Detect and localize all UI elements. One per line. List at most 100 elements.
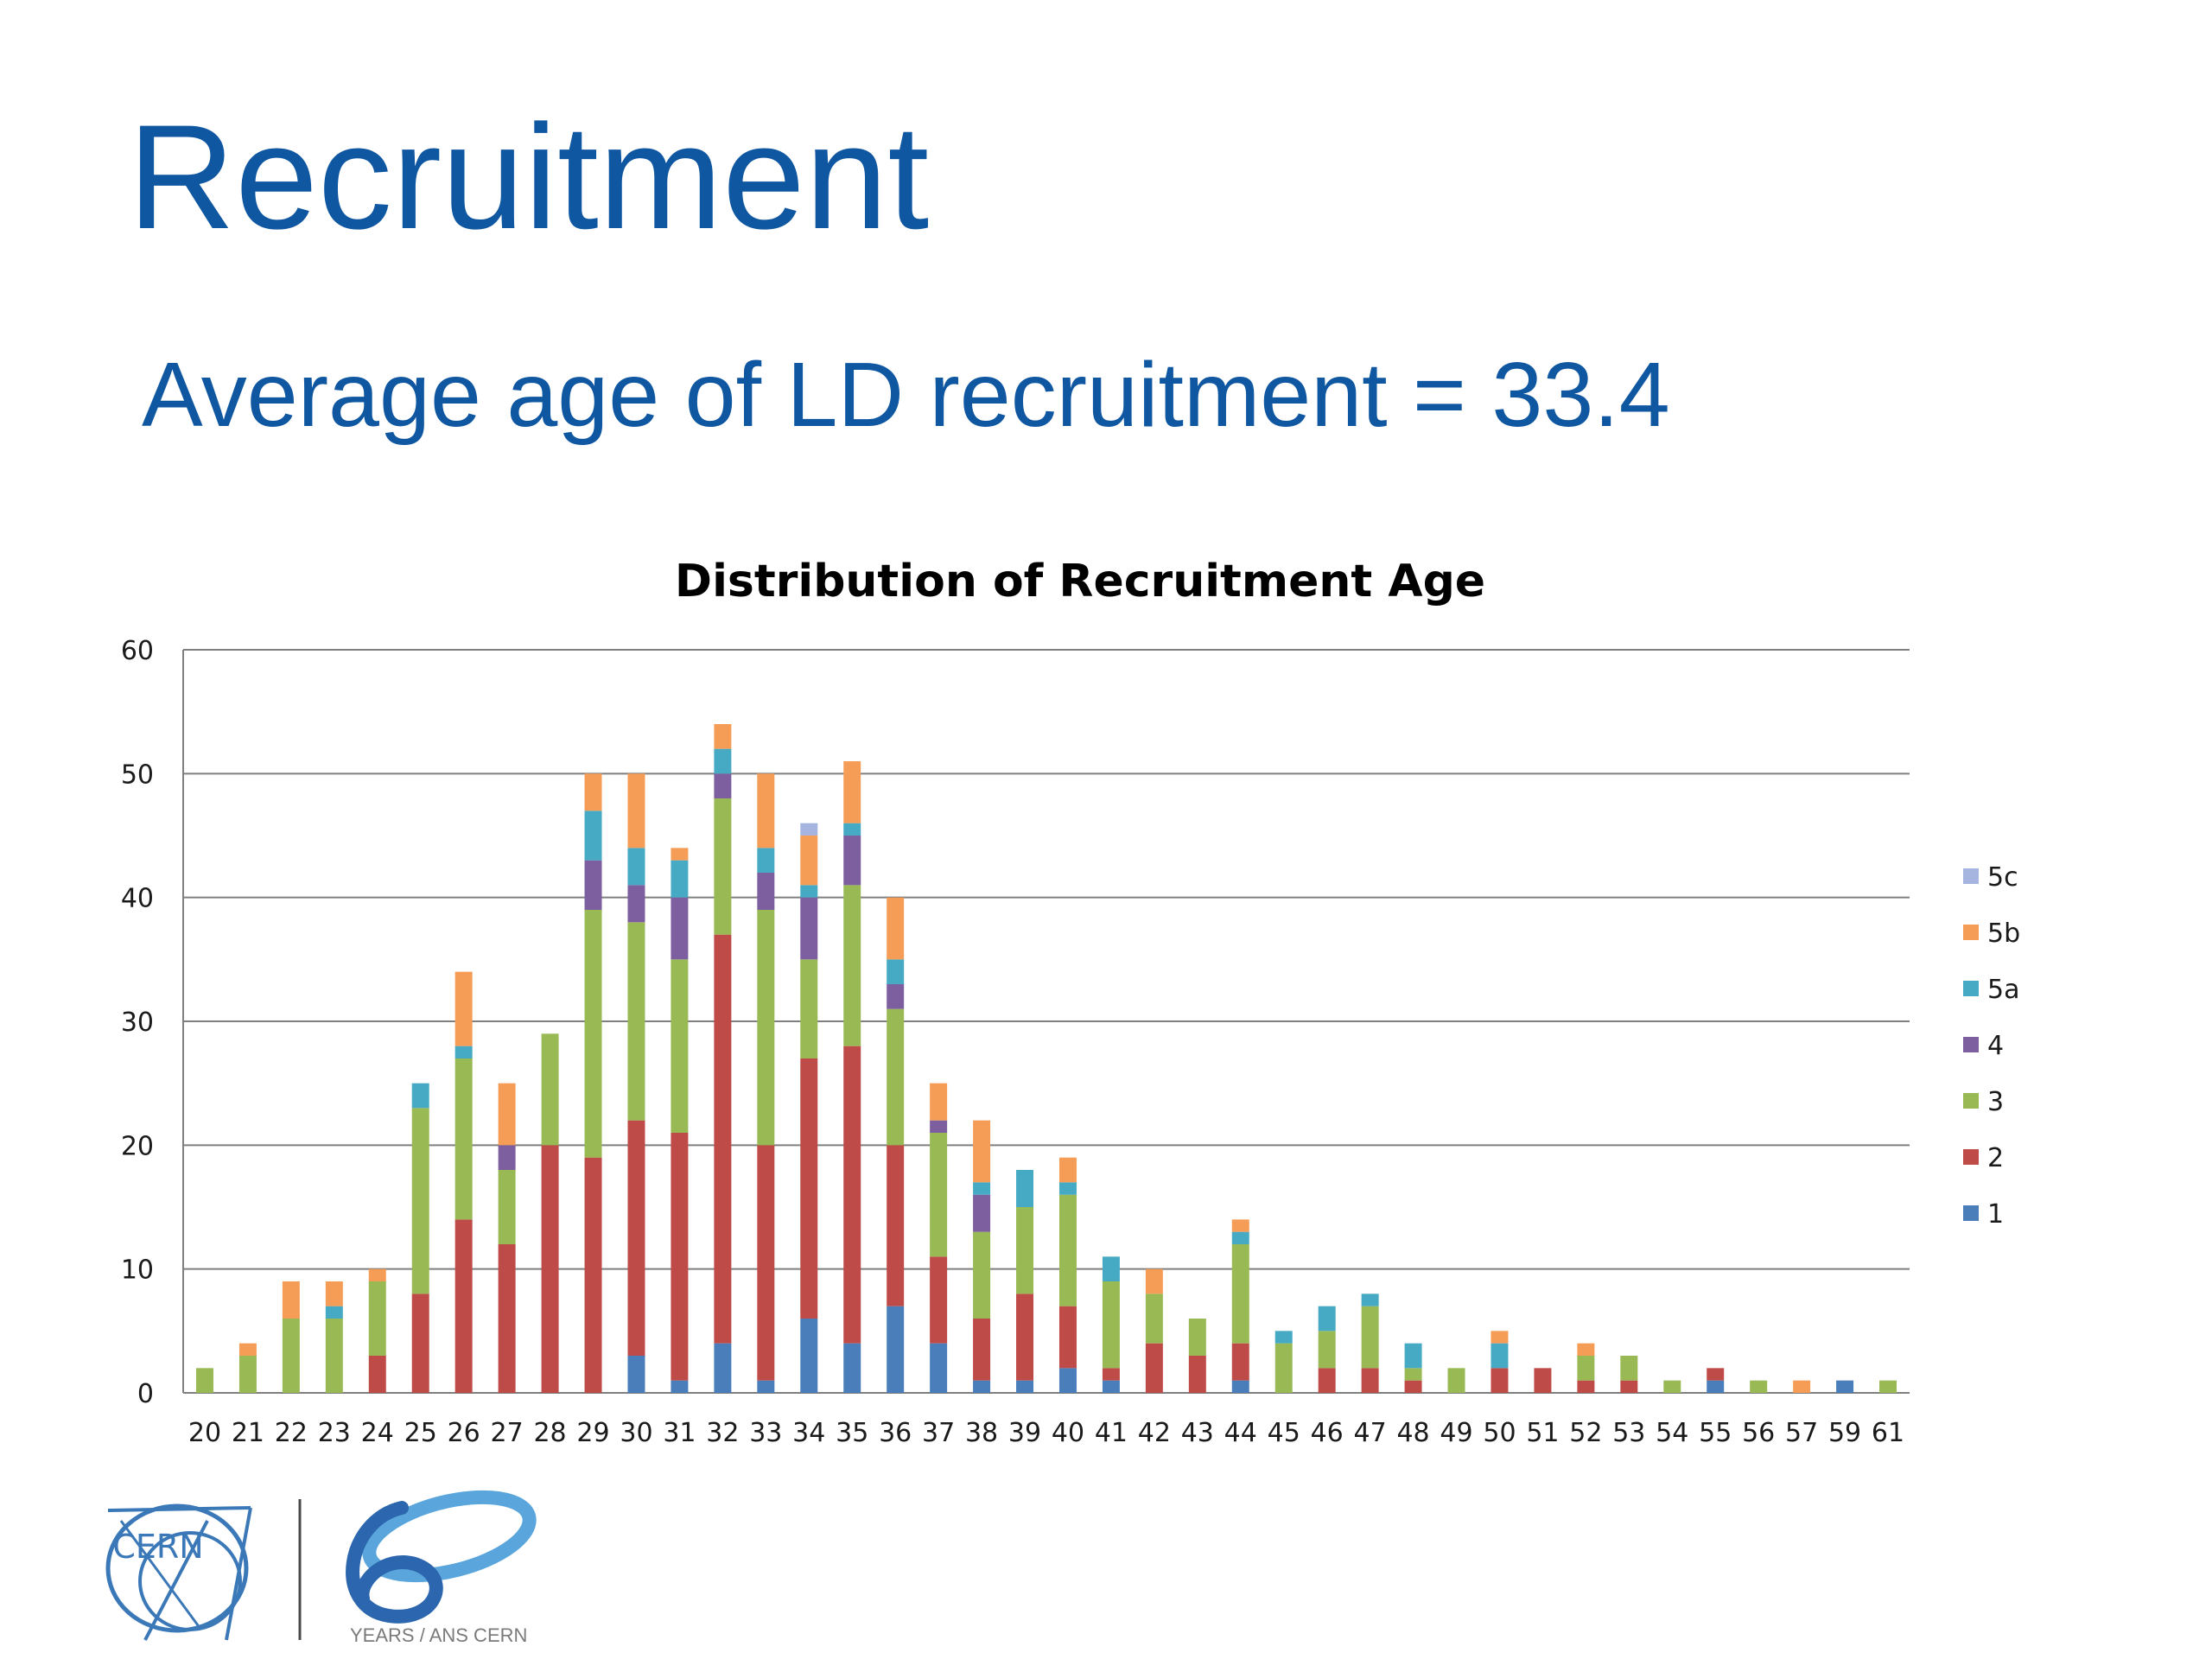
- x-tick-label: 34: [792, 1418, 825, 1448]
- bar-segment-3-age-28: [541, 1033, 559, 1146]
- x-tick-label: 56: [1742, 1418, 1775, 1448]
- bar-segment-1-age-35: [843, 1343, 861, 1393]
- bar-segment-3-age-25: [411, 1108, 429, 1294]
- bar-segment-1-age-39: [1016, 1380, 1034, 1393]
- bar-segment-3-age-36: [887, 1008, 905, 1146]
- x-tick-label: 20: [188, 1418, 221, 1448]
- bar-segment-2-age-44: [1231, 1343, 1249, 1381]
- bar-segment-5a-age-29: [584, 810, 602, 861]
- x-tick-label: 30: [620, 1418, 652, 1448]
- bar-segment-2-age-42: [1145, 1343, 1163, 1393]
- bar-segment-2-age-39: [1016, 1294, 1034, 1381]
- bar-segment-4-age-35: [843, 836, 861, 886]
- x-axis-ticks: 20 21 22 23 24 25 26 27 28 29 30 31 32 33 34 35 36 37 38 39…: [188, 1418, 1904, 1448]
- x-tick-label: 21: [232, 1418, 264, 1448]
- bar-segment-1-age-36: [887, 1306, 905, 1393]
- bar-segment-1-age-55: [1707, 1380, 1725, 1393]
- bar-segment-2-age-26: [454, 1219, 473, 1393]
- bar-segment-5a-age-36: [887, 959, 905, 984]
- x-tick-label: 37: [922, 1418, 955, 1448]
- x-tick-label: 45: [1268, 1418, 1300, 1448]
- bar-segment-2-age-31: [671, 1133, 689, 1381]
- x-tick-label: 36: [879, 1418, 912, 1448]
- y-tick-label: 40: [121, 884, 154, 914]
- legend-swatch-1: [1963, 1205, 1979, 1221]
- bar-segment-3-age-40: [1058, 1194, 1077, 1306]
- bar-segment-2-age-38: [973, 1319, 991, 1381]
- bar-segment-3-age-33: [757, 910, 775, 1146]
- bar-segment-3-age-61: [1879, 1380, 1897, 1393]
- x-tick-label: 55: [1699, 1418, 1732, 1448]
- x-tick-label: 47: [1354, 1418, 1387, 1448]
- bar-segment-3-age-47: [1361, 1306, 1379, 1369]
- bar-segment-5b-age-34: [800, 836, 818, 886]
- legend-swatch-5c: [1963, 868, 1979, 884]
- bar-segment-2-age-32: [714, 934, 732, 1344]
- bar-segment-5b-age-31: [671, 848, 689, 861]
- bar-segment-5a-age-40: [1058, 1182, 1077, 1195]
- bar-segment-3-age-21: [238, 1356, 257, 1393]
- bar-segment-5b-age-32: [714, 724, 732, 749]
- legend-label-3: 3: [1987, 1087, 2004, 1117]
- bar-segment-1-age-37: [930, 1343, 948, 1393]
- bar-segment-1-age-44: [1231, 1380, 1249, 1393]
- bar-segment-1-age-59: [1836, 1380, 1854, 1393]
- bar-segment-5a-age-39: [1016, 1170, 1034, 1207]
- bar-segment-5b-age-23: [325, 1281, 343, 1306]
- legend-swatch-2: [1963, 1149, 1979, 1165]
- bar-segment-5b-age-36: [887, 897, 905, 960]
- bar-segment-5b-age-35: [843, 761, 861, 823]
- bar-segment-3-age-41: [1102, 1281, 1120, 1369]
- bar-segment-5a-age-32: [714, 748, 732, 774]
- legend-label-1: 1: [1987, 1199, 2004, 1230]
- bar-segment-5c-age-34: [800, 823, 818, 836]
- bar-segment-2-age-40: [1058, 1306, 1077, 1369]
- x-tick-label: 25: [404, 1418, 437, 1448]
- bar-segment-4-age-32: [714, 773, 732, 798]
- bar-segment-2-age-30: [627, 1120, 645, 1356]
- bar-segment-5a-age-41: [1102, 1256, 1120, 1281]
- bar-segment-1-age-32: [714, 1343, 732, 1393]
- bar-segment-2-age-41: [1102, 1368, 1120, 1381]
- bar-segment-3-age-37: [930, 1133, 948, 1257]
- bar-segment-2-age-51: [1534, 1368, 1552, 1393]
- y-tick-label: 60: [121, 636, 154, 666]
- x-tick-label: 33: [749, 1418, 782, 1448]
- bar-segment-5b-age-22: [282, 1281, 300, 1319]
- x-tick-label: 24: [361, 1418, 394, 1448]
- legend-label-5c: 5c: [1987, 862, 2018, 893]
- bar-segment-3-age-29: [584, 910, 602, 1158]
- bar-segment-5a-age-50: [1491, 1343, 1509, 1369]
- bar-segment-5a-age-25: [411, 1083, 429, 1109]
- x-tick-label: 43: [1181, 1418, 1214, 1448]
- bar-segment-3-age-38: [973, 1231, 991, 1319]
- bar-segment-2-age-46: [1318, 1368, 1336, 1393]
- bar-segment-5a-age-46: [1318, 1306, 1336, 1332]
- bar-segment-5b-age-27: [498, 1083, 516, 1146]
- bar-segment-2-age-27: [498, 1244, 516, 1393]
- bar-segment-5a-age-34: [800, 885, 818, 898]
- y-axis-ticks: 0 10 20 30 40 50 60: [121, 636, 154, 1409]
- legend-swatch-3: [1963, 1093, 1979, 1109]
- x-tick-label: 40: [1052, 1418, 1084, 1448]
- bar-segment-4-age-37: [930, 1120, 948, 1133]
- legend-label-5b: 5b: [1987, 918, 2020, 949]
- bar-segment-2-age-37: [930, 1256, 948, 1344]
- x-tick-label: 53: [1612, 1418, 1645, 1448]
- bar-segment-2-age-55: [1707, 1368, 1725, 1381]
- x-tick-label: 46: [1311, 1418, 1344, 1448]
- bar-segment-3-age-46: [1318, 1331, 1336, 1369]
- x-tick-label: 54: [1656, 1418, 1688, 1448]
- bar-segment-2-age-35: [843, 1046, 861, 1344]
- legend: 5c 5b 5a 4 3 2 1: [1963, 862, 2020, 1230]
- bar-segment-4-age-33: [757, 873, 775, 910]
- x-tick-label: 41: [1095, 1418, 1128, 1448]
- bar-segment-5b-age-42: [1145, 1268, 1163, 1294]
- bar-segment-3-age-27: [498, 1170, 516, 1244]
- bar-segment-3-age-32: [714, 798, 732, 935]
- x-tick-label: 23: [318, 1418, 351, 1448]
- bar-segment-5b-age-44: [1231, 1219, 1249, 1232]
- bar-segment-5b-age-24: [368, 1268, 386, 1281]
- bar-segment-4-age-31: [671, 897, 689, 960]
